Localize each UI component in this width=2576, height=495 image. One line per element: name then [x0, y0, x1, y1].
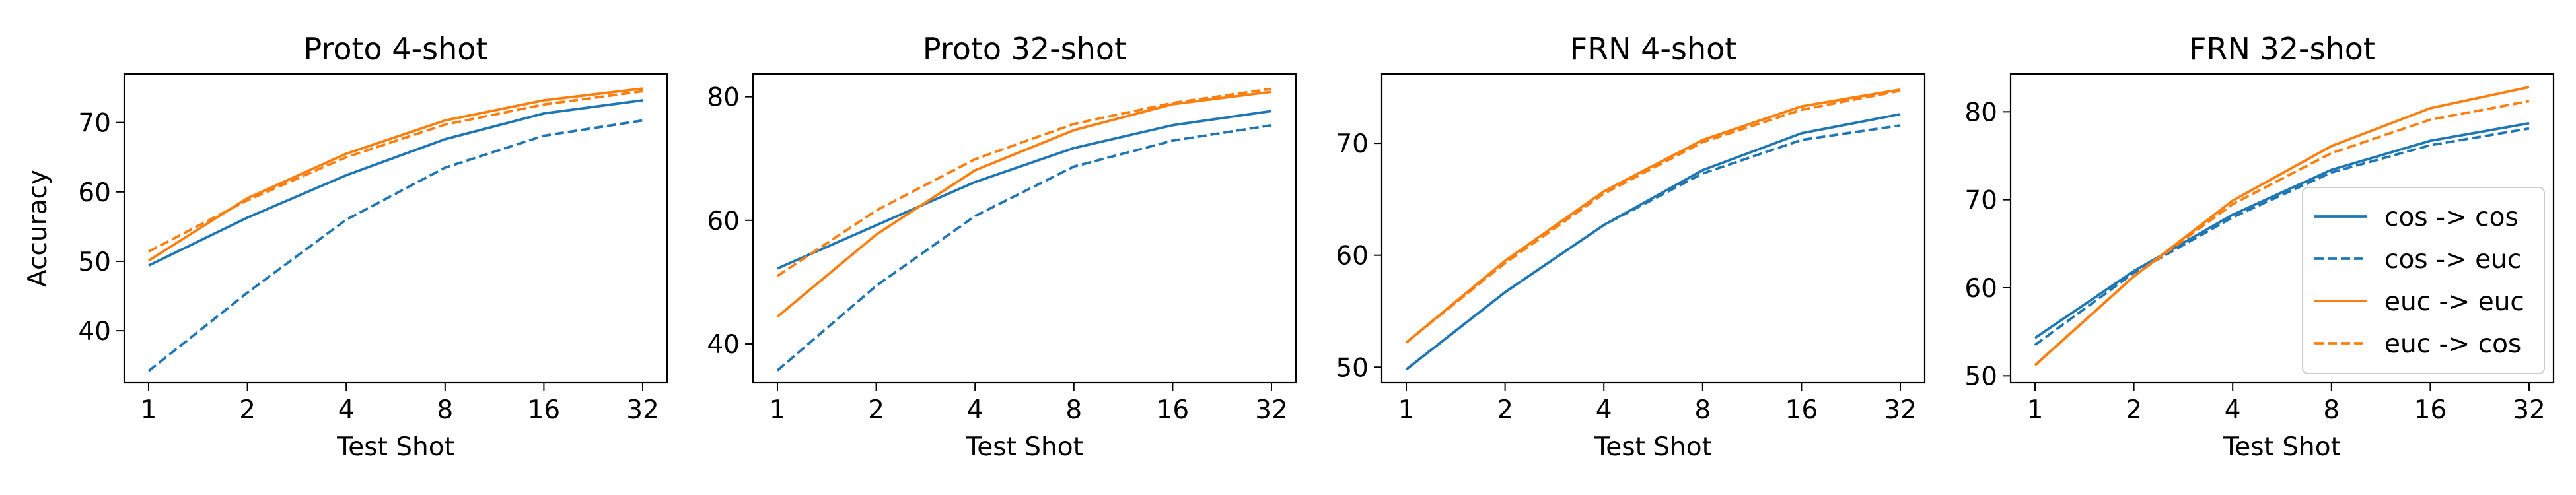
series-line-4 [148, 90, 643, 253]
x-tick-label: 16 [1157, 395, 1190, 425]
legend: cos -> cos cos -> euc euc -> euc euc -> cos [2302, 187, 2545, 374]
panel-title: FRN 4-shot [1570, 31, 1737, 67]
x-tick-label: 32 [1255, 395, 1288, 425]
series-line-4 [776, 87, 1272, 277]
y-tick-label: 70 [1964, 186, 1997, 216]
series-line-4 [1405, 89, 1901, 344]
y-tick-label: 40 [78, 317, 111, 346]
series-line-3 [1405, 88, 1901, 344]
legend-label: cos -> euc [2384, 245, 2521, 275]
plot-frame [2009, 73, 2555, 384]
series-line-2 [2034, 127, 2530, 346]
y-tick-label: 80 [1964, 98, 1997, 127]
series-line-1 [1405, 113, 1901, 371]
y-tick-label: 80 [707, 83, 740, 113]
series-line-2 [776, 123, 1272, 372]
y-tick-label: 60 [707, 207, 740, 236]
series-line-1 [777, 110, 1272, 270]
series-line-1 [148, 99, 643, 267]
x-tick-label: 2 [868, 395, 884, 425]
series-line-1 [2034, 121, 2530, 339]
legend-label: cos -> cos [2384, 203, 2519, 232]
x-tick-label: 1 [1398, 395, 1415, 425]
x-tick-label: 16 [2414, 395, 2447, 425]
x-tick-label: 4 [967, 395, 984, 425]
legend-label: euc -> euc [2384, 287, 2524, 317]
plot-frame [1380, 73, 1926, 384]
x-tick-label: 1 [2027, 395, 2044, 425]
y-tick-label: 50 [1336, 353, 1369, 383]
panel-3: FRN 4-shot 1 2 4 8 16 32 50 60 70 Test Shot [1336, 31, 1926, 462]
x-tick-label: 8 [437, 395, 453, 425]
plot-frame [752, 73, 1297, 384]
x-tick-label: 32 [2513, 395, 2546, 425]
x-tick-label: 16 [1785, 395, 1818, 425]
x-tick-label: 32 [626, 395, 659, 425]
x-tick-label: 1 [141, 395, 157, 425]
plot-frame [123, 73, 668, 384]
x-axis-label: Test Shot [2223, 432, 2341, 462]
y-tick-label: 50 [1964, 362, 1997, 391]
panel-title: Proto 4-shot [304, 31, 488, 67]
series-line-4 [2034, 100, 2530, 366]
series-line-2 [147, 119, 643, 372]
y-tick-label: 60 [1964, 274, 1997, 304]
x-tick-label: 4 [1596, 395, 1612, 425]
y-tick-label: 60 [1336, 242, 1369, 271]
y-tick-label: 70 [1336, 129, 1369, 159]
x-axis-label: Test Shot [1594, 432, 1712, 462]
panel-title: FRN 32-shot [2189, 31, 2375, 67]
y-tick-label: 60 [78, 178, 111, 208]
y-axis-label: Accuracy [23, 170, 53, 287]
panel-4: FRN 32-shot 1 2 4 8 16 32 50 60 70 80 Test Shot [1964, 31, 2555, 462]
series-line-2 [1405, 124, 1901, 371]
y-tick-label: 70 [78, 109, 111, 139]
y-tick-label: 50 [78, 248, 111, 277]
x-axis-label: Test Shot [336, 432, 454, 462]
x-tick-label: 8 [1694, 395, 1711, 425]
x-tick-label: 16 [528, 395, 561, 425]
x-tick-label: 2 [2126, 395, 2142, 425]
x-tick-label: 2 [1497, 395, 1513, 425]
x-tick-label: 32 [1884, 395, 1917, 425]
series-line-3 [776, 90, 1272, 318]
x-axis-label: Test Shot [965, 432, 1083, 462]
panel-1: Proto 4-shot 1 2 4 8 16 32 40 50 60 70 Test Shot [78, 31, 668, 462]
x-tick-label: 1 [769, 395, 786, 425]
legend-label: euc -> cos [2384, 329, 2521, 359]
legend-box [2302, 187, 2545, 374]
panel-2: Proto 32-shot 1 2 4 8 16 32 40 60 80 Test Shot [707, 31, 1297, 462]
x-tick-label: 4 [338, 395, 355, 425]
x-tick-label: 8 [1065, 395, 1082, 425]
x-tick-label: 4 [2225, 395, 2241, 425]
x-tick-label: 2 [239, 395, 256, 425]
x-tick-label: 8 [2323, 395, 2340, 425]
panel-title: Proto 32-shot [923, 31, 1126, 67]
y-tick-label: 40 [707, 330, 740, 360]
